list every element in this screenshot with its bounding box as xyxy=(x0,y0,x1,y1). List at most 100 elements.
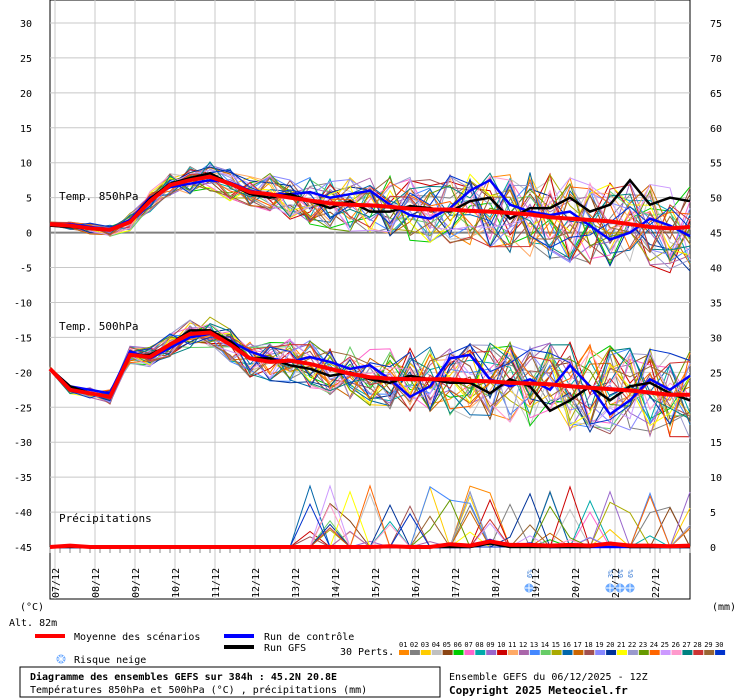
right-tick-label: 40 xyxy=(710,264,722,275)
perturbation-id: 19 xyxy=(595,641,603,649)
left-tick-label: 30 xyxy=(20,19,32,30)
perturbation-id: 26 xyxy=(672,641,680,649)
right-tick-label: 55 xyxy=(710,159,722,170)
right-tick-label: 10 xyxy=(710,473,722,484)
perturbation-swatch xyxy=(671,650,682,655)
perturbation-id: 30 xyxy=(715,641,723,649)
left-tick-label: -45 xyxy=(14,543,32,554)
series-line-precip xyxy=(49,539,691,549)
date-tick-label: 22/12 xyxy=(651,568,662,598)
snowflake-icon xyxy=(56,654,66,664)
perturbation-line-t500 xyxy=(49,327,691,424)
perturbation-id: 04 xyxy=(432,641,440,649)
perturbation-swatch xyxy=(693,650,704,655)
date-tick-label: 10/12 xyxy=(171,568,182,598)
date-tick-label: 12/12 xyxy=(251,568,262,598)
legend-control-label: Run de contrôle xyxy=(264,631,354,643)
perturbation-id: 17 xyxy=(573,641,581,649)
altitude-label: Alt. 82m xyxy=(9,618,57,629)
left-unit: (°C) xyxy=(20,602,44,613)
perturbation-swatch xyxy=(649,650,660,655)
perturbation-line-precip xyxy=(50,503,690,548)
snowflake-icon xyxy=(615,583,625,593)
panel-label-t500: Temp. 500hPa xyxy=(59,320,138,333)
perturbation-id: 11 xyxy=(508,641,516,649)
left-tick-label: -40 xyxy=(14,508,32,519)
perturbation-swatch xyxy=(660,650,671,655)
perturbation-line-t850 xyxy=(49,169,691,266)
perturbation-id: 07 xyxy=(464,641,472,649)
left-tick-label: 10 xyxy=(20,159,32,170)
perturbation-swatch xyxy=(704,650,715,655)
right-tick-label: 45 xyxy=(710,229,722,240)
perturbation-id: 09 xyxy=(486,641,494,649)
perturbation-swatch xyxy=(518,650,529,655)
perturbation-swatch xyxy=(638,650,649,655)
perturbation-id: 18 xyxy=(584,641,592,649)
perturbation-id: 01 xyxy=(399,641,407,649)
perturbation-id: 27 xyxy=(682,641,690,649)
perturbation-id: 23 xyxy=(639,641,647,649)
right-tick-label: 25 xyxy=(710,368,722,379)
snow-risk-pct: 6% xyxy=(627,569,635,578)
snowflake-icon xyxy=(625,583,635,593)
left-tick-label: 25 xyxy=(20,54,32,65)
perturbation-id: 15 xyxy=(552,641,560,649)
footer-title: Diagramme des ensembles GEFS sur 384h : … xyxy=(30,671,337,683)
perturbation-id: 24 xyxy=(650,641,658,649)
perturbation-id: 22 xyxy=(628,641,636,649)
perturbation-id: 05 xyxy=(443,641,451,649)
date-tick-label: 11/12 xyxy=(211,568,222,598)
date-tick-label: 13/12 xyxy=(291,568,302,598)
right-tick-label: 70 xyxy=(710,54,722,65)
perturbation-swatch xyxy=(409,650,420,655)
right-unit: (mm) xyxy=(712,602,736,613)
plot-frame xyxy=(49,0,691,600)
snow-risk-markers: 6% 3% 6% 6% xyxy=(524,569,635,593)
perturbation-swatch xyxy=(715,650,726,655)
footer-ensemble: Ensemble GEFS du 06/12/2025 - 12Z xyxy=(449,672,648,683)
date-tick-label: 07/12 xyxy=(51,568,62,598)
right-tick-label: 5 xyxy=(710,508,716,519)
right-tick-label: 0 xyxy=(710,543,716,554)
perturbation-id: 16 xyxy=(563,641,571,649)
legend-snow-label: Risque neige xyxy=(74,655,146,666)
perturbation-swatch xyxy=(617,650,627,655)
right-tick-label: 35 xyxy=(710,298,722,309)
right-tick-label: 30 xyxy=(710,333,722,344)
perturbation-swatch xyxy=(606,650,617,655)
perturbation-id: 08 xyxy=(475,641,483,649)
left-tick-label: -25 xyxy=(14,403,32,414)
perturbation-swatch xyxy=(529,650,540,655)
panel-label-precip: Précipitations xyxy=(59,512,152,525)
perturbation-line-t850 xyxy=(49,174,691,260)
perturbation-id: 29 xyxy=(704,641,712,649)
perturbation-swatch xyxy=(562,650,573,655)
left-tick-label: -20 xyxy=(14,368,32,379)
left-tick-label: 5 xyxy=(26,194,32,205)
date-tick-label: 17/12 xyxy=(451,568,462,598)
perturbation-legend: 01 02 03 04 05 06 07 08 09 10 11 12 13 14 15 16 17 18 19 20… xyxy=(399,641,726,655)
perturbation-label: 30 Perts. xyxy=(340,647,394,658)
perturbation-id: 06 xyxy=(454,641,462,649)
perturbation-id: 28 xyxy=(693,641,701,649)
right-tick-label: 65 xyxy=(710,89,722,100)
main-lines xyxy=(48,171,691,549)
date-tick-label: 18/12 xyxy=(491,568,502,598)
perturbation-swatch xyxy=(420,650,431,655)
left-tick-label: -5 xyxy=(20,264,32,275)
snowflake-icon xyxy=(524,583,534,593)
panel-label-t850: Temp. 850hPa xyxy=(59,190,138,203)
date-tick-label: 21/12 xyxy=(611,568,622,598)
perturbation-swatch xyxy=(453,650,464,655)
perturbation-swatch xyxy=(508,650,518,655)
perturbation-id: 13 xyxy=(530,641,538,649)
perturbation-swatch xyxy=(431,650,442,655)
left-tick-label: -35 xyxy=(14,473,32,484)
right-tick-label: 50 xyxy=(710,194,722,205)
perturbation-swatch xyxy=(540,650,551,655)
perturbation-line-t850 xyxy=(49,173,691,266)
series-line-t500 xyxy=(48,330,690,400)
snow-risk-pct: 6% xyxy=(617,569,625,578)
